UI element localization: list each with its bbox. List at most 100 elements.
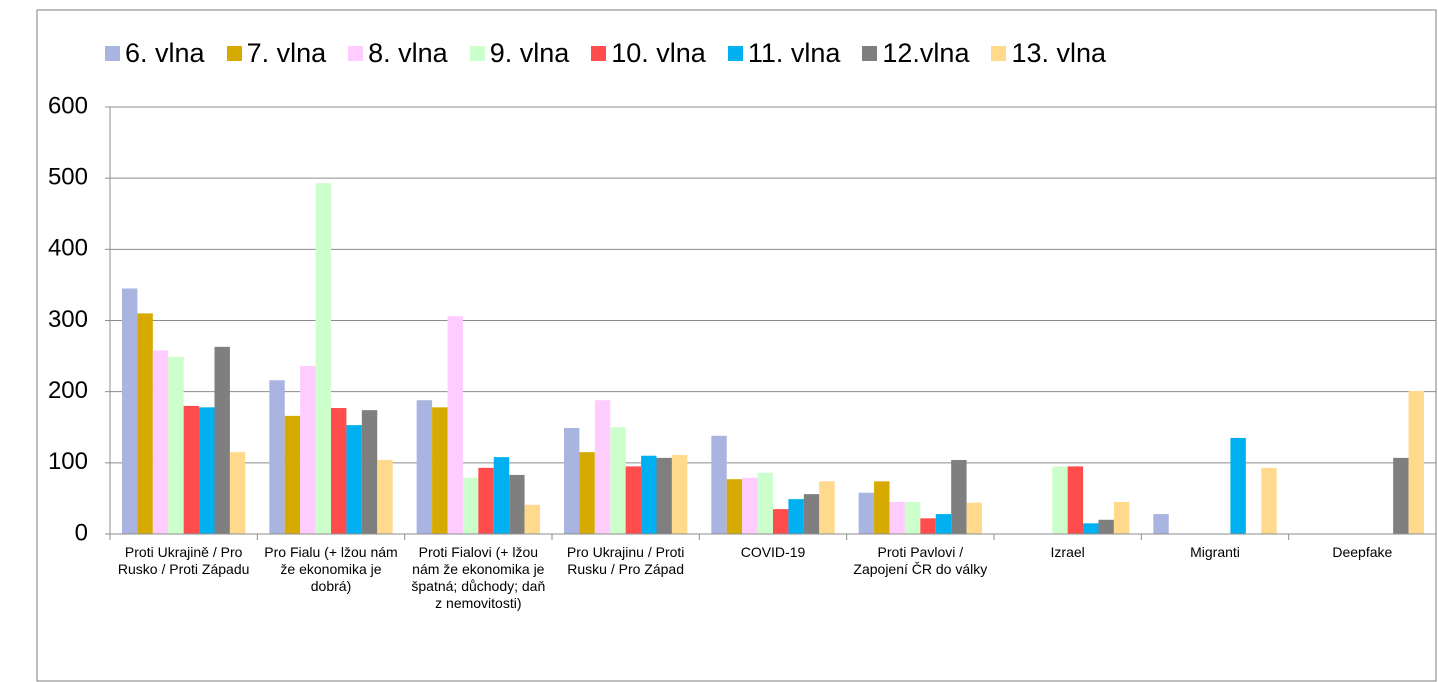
bar — [1067, 466, 1084, 534]
legend-item: 13. vlna — [991, 38, 1106, 69]
x-tick-label: Proti Pavlovi / Zapojení ČR do války — [853, 544, 988, 577]
chart-border — [36, 9, 1437, 682]
bar — [1153, 514, 1169, 534]
bar — [858, 492, 875, 534]
bar — [152, 350, 169, 534]
bar — [137, 313, 153, 534]
legend-swatch — [727, 46, 743, 61]
legend-swatch — [226, 46, 242, 61]
legend-label: 12.vlna — [882, 38, 970, 68]
bar — [122, 288, 138, 534]
bar — [462, 477, 479, 534]
bar — [610, 427, 626, 534]
legend-swatch — [862, 46, 878, 61]
bar — [803, 494, 820, 534]
y-tick-label: 400 — [48, 235, 88, 262]
bar — [199, 407, 215, 534]
bar — [742, 477, 758, 534]
legend: 6. vlna 7. vlna 8. vlna 9. vlna 10. vlna 11. … — [105, 38, 1106, 69]
bar — [447, 316, 463, 534]
bar — [377, 459, 393, 534]
bar — [183, 405, 200, 534]
bar — [1113, 501, 1130, 534]
bar — [711, 435, 727, 534]
legend-swatch — [348, 46, 364, 61]
bar — [819, 481, 835, 534]
x-tick-label: Pro Fialu (+ lžou nám že ekonomika je do… — [264, 544, 398, 594]
legend-label: 13. vlna — [1011, 38, 1107, 68]
y-tick-label: 600 — [48, 92, 88, 119]
bar — [269, 380, 285, 534]
bar — [478, 467, 494, 534]
bar — [300, 366, 316, 534]
y-tick-label: 300 — [48, 306, 88, 333]
bar — [416, 400, 433, 534]
bar — [625, 466, 642, 534]
bar — [1230, 437, 1246, 534]
bar — [874, 481, 890, 534]
legend-label: 6. vlna — [125, 38, 205, 68]
bar — [331, 408, 347, 534]
bar — [726, 479, 743, 534]
bar — [951, 459, 967, 534]
legend-item: 7. vlna — [226, 38, 327, 69]
bar — [966, 502, 982, 534]
legend-item: 12.vlna — [862, 38, 969, 69]
y-tick-label: 100 — [48, 448, 88, 475]
bar — [889, 501, 905, 534]
legend-label: 9. vlna — [489, 38, 570, 68]
bar — [788, 499, 804, 534]
legend-label: 7. vlna — [246, 38, 327, 68]
legend-item: 10. vlna — [591, 38, 706, 69]
legend-swatch — [105, 46, 120, 61]
bar — [168, 356, 184, 534]
bar — [1083, 523, 1099, 534]
bar — [904, 501, 921, 534]
legend-item: 11. vlna — [727, 38, 841, 69]
legend-item: 6. vlna — [105, 38, 205, 69]
bar — [1393, 457, 1409, 534]
x-tick-label: Proti Fialovi (+ lžou nám že ekonomika j… — [411, 544, 546, 611]
bar — [757, 472, 773, 534]
x-tick-label: Izrael — [1050, 544, 1085, 560]
legend-swatch — [991, 46, 1007, 61]
bar — [1098, 519, 1114, 534]
x-tick-label: Proti Ukrajině / Pro Rusko / Proti Západ… — [117, 544, 250, 577]
bar — [361, 410, 378, 534]
legend-label: 11. vlna — [747, 38, 841, 68]
bar — [935, 514, 952, 534]
bar — [773, 509, 789, 534]
bar — [524, 504, 540, 534]
bar — [1052, 466, 1068, 534]
bar — [1261, 467, 1277, 534]
x-tick-label: Migranti — [1190, 544, 1240, 560]
bar — [315, 183, 331, 535]
bar — [509, 474, 525, 534]
bar — [284, 415, 301, 534]
legend-swatch — [469, 46, 485, 61]
bar — [214, 346, 230, 534]
legend-label: 10. vlna — [611, 38, 706, 68]
y-tick-label: 500 — [48, 164, 88, 191]
x-tick-label: Deepfake — [1332, 544, 1393, 560]
bar — [564, 427, 580, 534]
bar — [493, 457, 510, 534]
bar — [594, 400, 611, 534]
legend-item: 9. vlna — [469, 38, 570, 69]
y-tick-label: 200 — [48, 377, 88, 404]
legend-item: 8. vlna — [348, 38, 448, 69]
legend-swatch — [591, 46, 607, 61]
bar — [432, 407, 448, 534]
x-tick-label: Pro Ukrajinu / Proti Rusku / Pro Západ — [566, 544, 685, 577]
bar — [671, 455, 688, 534]
bar — [641, 455, 657, 534]
legend-label: 8. vlna — [368, 38, 448, 68]
bar — [656, 457, 672, 534]
bar — [346, 425, 362, 534]
y-tick-label: 0 — [75, 519, 88, 546]
bar — [1408, 390, 1424, 534]
bar — [579, 452, 595, 534]
x-tick-label: COVID-19 — [740, 544, 806, 560]
